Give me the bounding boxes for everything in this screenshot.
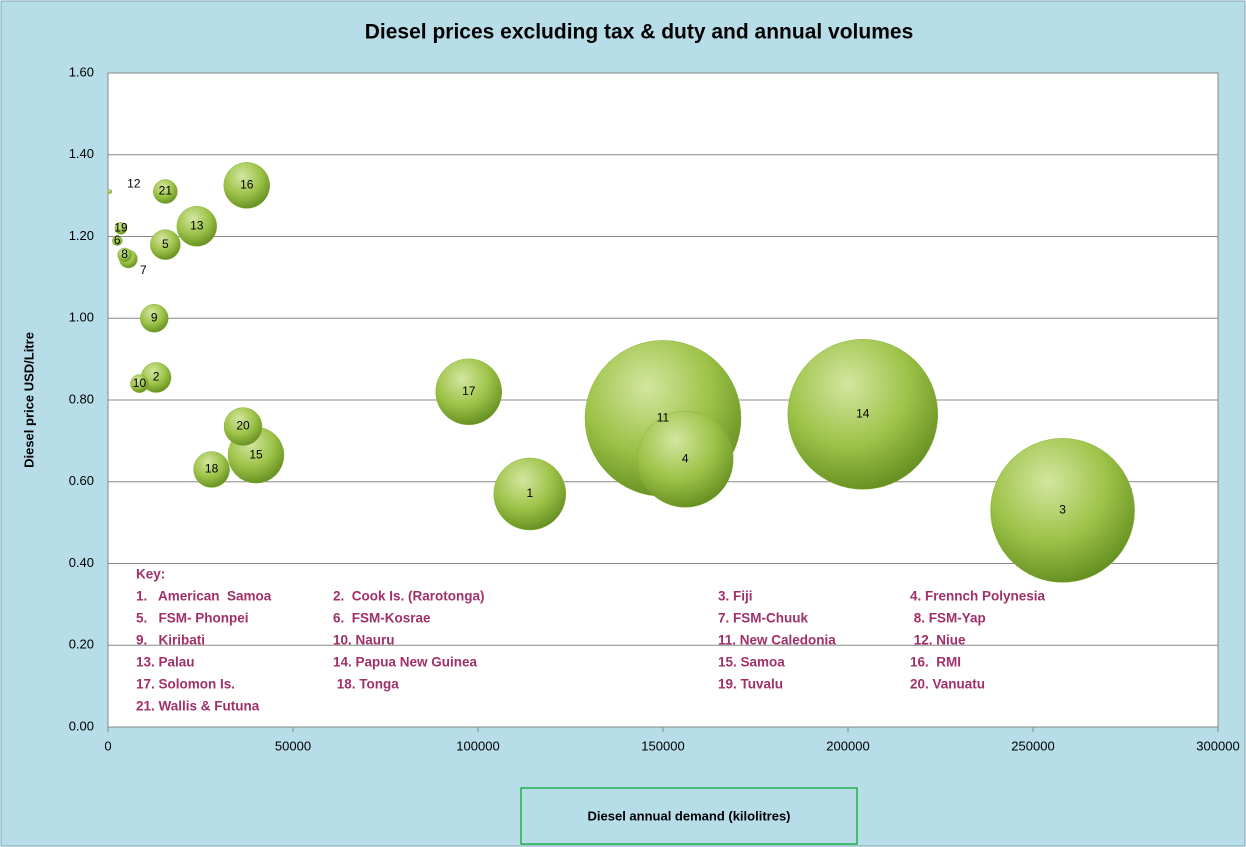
bubble-label: 18 (205, 462, 219, 476)
y-tick-label: 0.60 (69, 473, 94, 488)
key-item: 12. Niue (910, 633, 966, 648)
y-tick-label: 1.60 (69, 64, 94, 79)
bubble (493, 457, 567, 531)
x-tick-label: 100000 (456, 738, 499, 753)
bubble-label: 11 (657, 411, 670, 425)
bubble (990, 438, 1135, 583)
key-item: 13. Palau (136, 655, 195, 670)
chart-title: Diesel prices excluding tax & duty and a… (365, 21, 914, 44)
key-title: Key: (136, 567, 165, 582)
bubble-label: 16 (240, 178, 254, 192)
x-tick-label: 250000 (1011, 738, 1054, 753)
bubble-label: 4 (682, 451, 689, 465)
key-item: 8. FSM-Yap (910, 611, 986, 626)
key-item: 19. Tuvalu (718, 677, 783, 692)
key-item: 17. Solomon Is. (136, 677, 235, 692)
bubble (117, 247, 132, 263)
bubble (112, 235, 123, 246)
bubble-label: 12 (127, 177, 141, 191)
key-item: 18. Tonga (333, 677, 399, 692)
y-tick-label: 0.80 (69, 391, 94, 406)
key-item: 4. Frennch Polynesia (910, 589, 1046, 604)
key-item: 9. Kiribati (136, 633, 205, 648)
bubble-label: 20 (236, 419, 250, 433)
bubble-label: 7 (140, 263, 147, 277)
bubble-label: 19 (114, 220, 128, 234)
bubble-label: 5 (162, 237, 169, 251)
bubble-label: 10 (133, 376, 147, 390)
bubble (176, 206, 218, 247)
x-axis-label-box (520, 787, 858, 845)
x-axis-label: Diesel annual demand (kilolitres) (588, 808, 791, 823)
x-tick-label: 150000 (641, 738, 684, 753)
x-tick-label: 200000 (826, 738, 869, 753)
key-item: 21. Wallis & Futuna (136, 699, 260, 714)
key-item: 5. FSM- Phonpei (136, 611, 249, 626)
bubble-label: 17 (462, 384, 476, 398)
key-item: 16. RMI (910, 655, 961, 670)
x-tick-label: 50000 (275, 738, 311, 753)
key-item: 11. New Caledonia (718, 633, 836, 648)
key-item: 20. Vanuatu (910, 677, 985, 692)
bubble (114, 222, 128, 235)
x-tick-label: 0 (104, 738, 111, 753)
y-tick-label: 0.20 (69, 637, 94, 652)
bubble-label: 9 (151, 310, 158, 324)
key-item: 2. Cook Is. (Rarotonga) (333, 589, 485, 604)
bubble-label: 21 (159, 184, 173, 198)
key-item: 10. Nauru (333, 633, 395, 648)
key-item: 6. FSM-Kosrae (333, 611, 431, 626)
bubble-label: 8 (121, 247, 128, 261)
y-tick-label: 0.40 (69, 555, 94, 570)
key-item: 7. FSM-Chuuk (718, 611, 808, 626)
bubble-label: 14 (856, 406, 870, 420)
bubble-label: 15 (249, 447, 263, 461)
y-tick-label: 1.40 (69, 146, 94, 161)
bubble-label: 2 (153, 370, 160, 384)
bubble (223, 407, 263, 446)
bubble (130, 374, 149, 393)
bubble (787, 339, 939, 490)
y-axis-label: Diesel price USD/Litre (21, 332, 36, 468)
bubble (140, 304, 169, 333)
key-item: 1. American Samoa (136, 589, 272, 604)
key-item: 15. Samoa (718, 655, 785, 670)
bubble (107, 189, 113, 194)
bubble (153, 179, 178, 204)
y-tick-label: 0.00 (69, 718, 94, 733)
bubble (435, 358, 502, 426)
bubble (223, 162, 270, 209)
bubble-label: 6 (114, 233, 121, 247)
bubble (150, 229, 181, 260)
bubble (636, 411, 734, 508)
key-item: 3. Fiji (718, 589, 753, 604)
bubble-label: 13 (190, 218, 204, 232)
y-tick-label: 1.00 (69, 310, 94, 325)
bubble-label: 1 (526, 486, 533, 500)
bubble-label: 3 (1059, 503, 1066, 517)
key-item: 14. Papua New Guinea (333, 655, 478, 670)
x-tick-label: 300000 (1196, 738, 1239, 753)
y-tick-label: 1.20 (69, 228, 94, 243)
bubble (193, 451, 230, 488)
